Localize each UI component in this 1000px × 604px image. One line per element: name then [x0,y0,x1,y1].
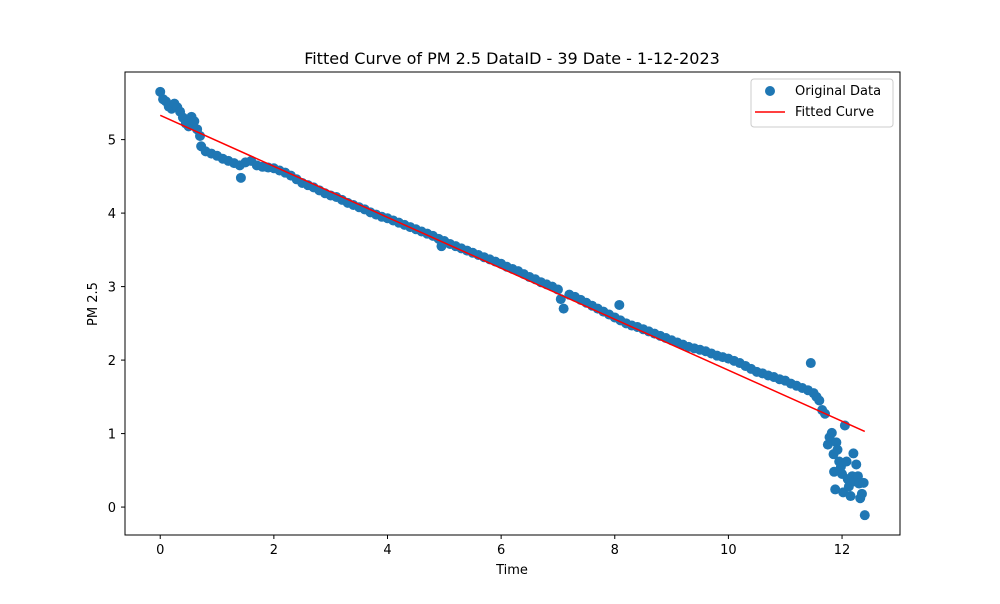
y-tick-label: 5 [108,134,116,149]
data-point-149 [845,491,856,502]
y-tick-label: 3 [108,281,116,296]
x-tick-label: 12 [834,543,851,558]
data-point-159 [859,510,870,521]
data-point-82 [558,303,569,314]
y-axis-label: PM 2.5 [86,282,101,326]
legend-box [750,78,894,128]
data-point-139 [831,437,842,448]
x-tick-label: 8 [611,543,619,558]
legend-label-original-data: Original Data [795,84,881,99]
data-point-138 [830,484,841,495]
plot-marks [155,86,870,521]
data-point-158 [858,477,869,488]
legend-label-fitted-curve: Fitted Curve [795,105,874,120]
data-point-157 [856,488,867,499]
data-point-137 [829,466,840,477]
data-point-23 [235,172,246,183]
x-tick-label: 10 [720,543,737,558]
data-point-12 [189,116,200,127]
x-tick-label: 2 [270,543,278,558]
y-tick-label: 2 [108,354,116,369]
data-point-14 [195,130,205,141]
data-point-130 [814,395,825,406]
data-point-127 [805,358,816,369]
fitted-curve-line [159,114,866,433]
y-tick-label: 1 [108,428,116,443]
data-point-140 [832,444,843,455]
y-tick-label: 0 [108,501,116,516]
chart-title: Fitted Curve of PM 2.5 DataID - 39 Date … [304,49,720,68]
x-tick-label: 4 [383,543,391,558]
data-point-146 [841,456,852,467]
data-point-153 [851,459,862,470]
data-point-151 [848,448,859,459]
x-tick-label: 6 [497,543,505,558]
data-point-154 [852,471,863,482]
x-tick-label: 0 [156,543,164,558]
data-point-135 [826,427,837,438]
plot-frame [124,71,901,536]
legend: Original Data Fitted Curve [750,78,894,128]
x-axis-label: Time [495,563,528,578]
legend-scatter-marker [765,86,775,96]
y-tick-label: 4 [108,207,116,222]
data-point-92 [614,299,625,310]
